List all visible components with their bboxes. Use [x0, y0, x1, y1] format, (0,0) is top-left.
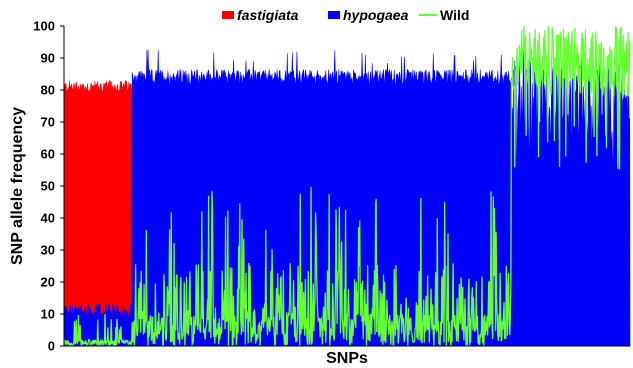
legend-label: Wild	[440, 7, 469, 23]
legend-item-hypogaea: hypogaea	[328, 7, 409, 23]
legend-swatch	[328, 11, 340, 19]
y-tick-label: 100	[33, 19, 55, 34]
y-tick-label: 90	[41, 51, 55, 66]
x-axis-title: SNPs	[326, 350, 368, 367]
legend-item-fastigiata: fastigiata	[222, 7, 299, 23]
y-tick-label: 70	[41, 115, 55, 130]
hypogaea-area	[63, 49, 631, 347]
y-tick-label: 60	[41, 147, 55, 162]
legend-label: fastigiata	[237, 7, 299, 23]
legend-label: hypogaea	[343, 7, 409, 23]
legend: fastigiata hypogaea Wild	[222, 7, 469, 23]
wild-line	[63, 26, 631, 348]
y-axis-title: SNP allele frequency	[9, 107, 26, 265]
y-tick-label: 80	[41, 83, 55, 98]
y-tick-label: 30	[41, 243, 55, 258]
series-wild	[63, 26, 631, 348]
legend-item-wild: Wild	[419, 7, 469, 23]
y-tick-label: 20	[41, 275, 55, 290]
y-tick-label: 50	[41, 179, 55, 194]
y-tick-label: 40	[41, 211, 55, 226]
fastigiata-area	[63, 79, 133, 347]
series-fastigiata	[63, 79, 133, 347]
y-tick-label: 10	[41, 307, 55, 322]
y-tick-label: 0	[48, 339, 55, 354]
axes: 0 10 20 30 40 50 60 70 80 90 100	[33, 19, 630, 354]
legend-swatch	[222, 11, 234, 19]
series-hypogaea	[63, 49, 631, 347]
